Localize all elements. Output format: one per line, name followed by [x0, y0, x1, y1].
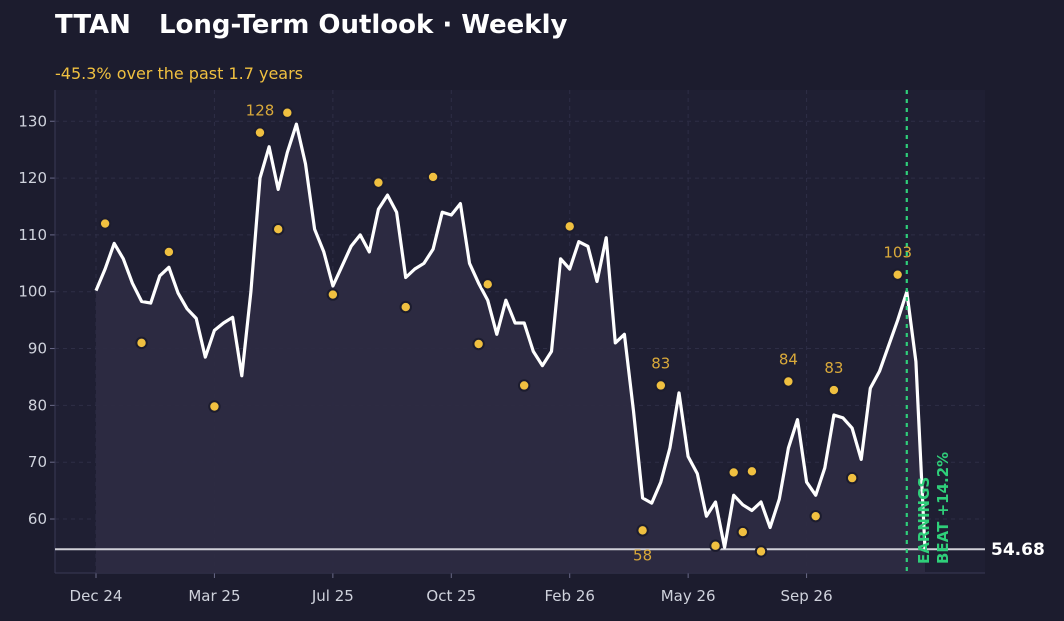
marker-label: 84 — [779, 351, 798, 369]
x-tick-label: Jul 25 — [311, 587, 354, 605]
signal-marker — [281, 106, 294, 119]
signal-marker — [709, 539, 722, 552]
marker-label: 103 — [883, 244, 912, 262]
last-price-label: 54.68 — [991, 540, 1045, 560]
signal-marker — [426, 170, 440, 184]
event-label-line2: BEAT +14.2% — [934, 452, 952, 564]
x-tick-label: Oct 25 — [426, 587, 476, 605]
chart-subtitle: -45.3% over the past 1.7 years — [55, 64, 304, 83]
signal-marker — [272, 223, 285, 236]
marker-label: 128 — [246, 102, 275, 120]
signal-marker — [782, 375, 795, 388]
ticker-symbol: TTAN — [55, 10, 131, 40]
signal-marker — [517, 379, 531, 392]
y-tick-label: 130 — [18, 112, 47, 130]
title-text: Long-Term Outlook · Weekly — [158, 10, 568, 40]
signal-marker — [636, 524, 649, 537]
y-tick-label: 120 — [18, 169, 47, 187]
signal-marker — [745, 465, 759, 478]
x-tick-label: Sep 26 — [781, 587, 833, 605]
x-tick-label: Feb 26 — [545, 587, 595, 605]
signal-marker — [845, 471, 859, 485]
signal-marker — [754, 545, 768, 558]
signal-marker — [162, 245, 176, 259]
signal-marker — [654, 379, 668, 392]
signal-marker — [481, 278, 494, 291]
price-line — [94, 122, 927, 550]
signal-marker — [809, 509, 822, 523]
signal-marker — [563, 220, 576, 233]
signal-marker — [827, 383, 841, 397]
signal-marker — [98, 217, 112, 230]
event-label-line1: EARNINGS — [915, 477, 933, 564]
price-area — [96, 124, 926, 573]
y-tick-label: 70 — [28, 453, 47, 471]
signal-marker — [736, 525, 750, 539]
marker-label: 58 — [633, 546, 652, 564]
x-tick-label: May 26 — [661, 587, 716, 605]
x-tick-label: Dec 24 — [70, 587, 123, 605]
signal-marker — [135, 336, 148, 350]
signal-marker — [472, 337, 485, 351]
earnings-event-label: EARNINGSBEAT +14.2% — [915, 452, 952, 564]
signal-marker — [208, 400, 221, 413]
x-tick-label: Mar 25 — [188, 587, 240, 605]
chart-title: TTAN Long-Term Outlook · Weekly — [55, 10, 567, 40]
y-tick-label: 110 — [18, 226, 47, 244]
signal-marker — [727, 466, 740, 479]
y-tick-label: 80 — [28, 396, 47, 414]
y-tick-label: 90 — [28, 340, 47, 358]
marker-label: 83 — [651, 354, 670, 372]
signal-marker — [326, 288, 340, 301]
signal-marker — [253, 126, 267, 139]
signal-marker — [399, 300, 412, 314]
signal-marker — [372, 176, 385, 189]
marker-label: 83 — [824, 359, 843, 377]
y-tick-label: 100 — [18, 283, 47, 301]
signal-marker — [891, 268, 904, 281]
y-tick-label: 60 — [28, 510, 47, 528]
